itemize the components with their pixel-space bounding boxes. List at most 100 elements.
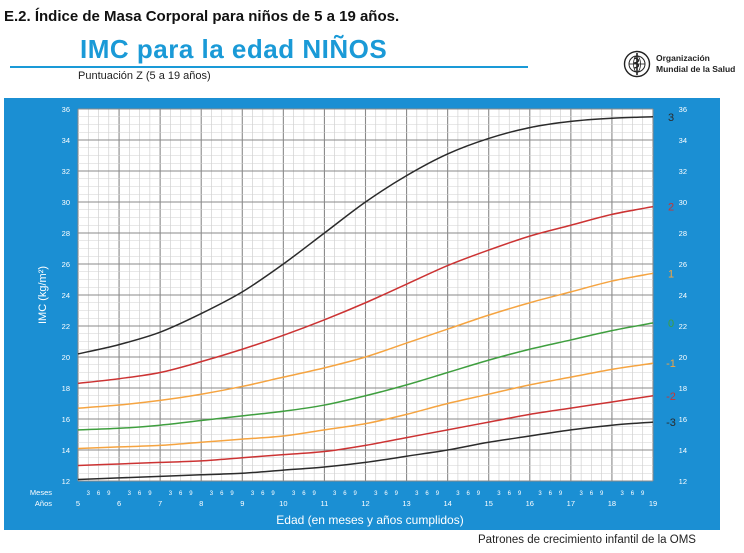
x-tick-label-month: 9 <box>107 491 111 497</box>
series-label-z-2: -2 <box>666 391 676 403</box>
x-tick-label-month: 6 <box>384 491 388 497</box>
organization-name: Organización Mundial de la Salud <box>656 53 735 75</box>
x-tick-label-year: 9 <box>240 499 244 508</box>
y-tick-label-right: 14 <box>679 446 687 455</box>
y-tick-label-left: 30 <box>62 198 70 207</box>
series-line-z-2 <box>77 395 654 467</box>
y-tick-label-right: 18 <box>679 384 687 393</box>
x-tick-label-year: 8 <box>199 499 203 508</box>
y-tick-label-left: 28 <box>62 229 70 238</box>
x-tick-label-month: 6 <box>97 491 101 497</box>
x-tick-label-month: 9 <box>271 491 275 497</box>
y-tick-label-left: 12 <box>62 477 70 486</box>
x-tick-label-year: 14 <box>443 499 451 508</box>
years-row-label: Años <box>35 499 52 508</box>
x-tick-label-month: 9 <box>641 491 645 497</box>
x-tick-label-month: 9 <box>230 491 234 497</box>
x-tick-label-month: 6 <box>179 491 183 497</box>
series-label-z3: 3 <box>668 112 674 124</box>
series-line-z-3 <box>77 421 654 481</box>
y-tick-label-right: 34 <box>679 136 687 145</box>
y-tick-label-right: 26 <box>679 260 687 269</box>
title-rule <box>10 66 528 68</box>
y-tick-label-right: 28 <box>679 229 687 238</box>
x-tick-label-month: 3 <box>333 491 337 497</box>
series-line-z1 <box>77 272 654 409</box>
series-line-z3 <box>77 116 654 355</box>
x-tick-label-month: 3 <box>251 491 255 497</box>
y-tick-label-left: 16 <box>62 415 70 424</box>
series-label-z2: 2 <box>668 202 674 214</box>
y-tick-label-left: 20 <box>62 353 70 362</box>
x-tick-label-month: 6 <box>220 491 224 497</box>
x-tick-label-year: 6 <box>117 499 121 508</box>
grid <box>77 108 654 482</box>
x-tick-label-month: 6 <box>425 491 429 497</box>
x-tick-label-month: 9 <box>189 491 193 497</box>
y-tick-label-left: 18 <box>62 384 70 393</box>
series-label-z-1: -1 <box>666 358 676 370</box>
organization-name-line1: Organización <box>656 53 710 63</box>
page-heading: E.2. Índice de Masa Corporal para niños … <box>4 8 400 25</box>
series-lines <box>77 116 654 481</box>
x-tick-label-month: 9 <box>395 491 399 497</box>
x-tick-label-month: 3 <box>415 491 419 497</box>
series-line-z0 <box>77 322 654 431</box>
x-tick-label-year: 5 <box>76 499 80 508</box>
y-axis-label: IMC (kg/m²) <box>37 266 49 324</box>
y-tick-label-right: 32 <box>679 167 687 176</box>
y-tick-label-left: 34 <box>62 136 70 145</box>
y-tick-label-right: 30 <box>679 198 687 207</box>
series-line-z2 <box>77 205 654 385</box>
series-label-z0: 0 <box>668 318 674 330</box>
x-tick-label-year: 12 <box>361 499 369 508</box>
x-tick-label-month: 9 <box>312 491 316 497</box>
x-tick-label-month: 9 <box>600 491 604 497</box>
x-tick-label-month: 3 <box>87 491 91 497</box>
y-tick-label-right: 20 <box>679 353 687 362</box>
x-tick-label-month: 6 <box>631 491 635 497</box>
x-tick-label-year: 16 <box>526 499 534 508</box>
x-tick-label-month: 3 <box>169 491 173 497</box>
x-tick-label-month: 9 <box>148 491 152 497</box>
organization-name-line2: Mundial de la Salud <box>656 64 736 74</box>
y-tick-label-left: 24 <box>62 291 70 300</box>
x-tick-label-year: 13 <box>402 499 410 508</box>
y-tick-label-right: 12 <box>679 477 687 486</box>
x-axis-label: Edad (en meses y años cumplidos) <box>276 513 463 527</box>
series-label-z1: 1 <box>668 268 674 280</box>
x-tick-label-year: 10 <box>279 499 287 508</box>
x-tick-label-year: 19 <box>649 499 657 508</box>
months-row-label: Meses <box>30 488 52 497</box>
x-tick-label-month: 6 <box>508 491 512 497</box>
series-label-z-3: -3 <box>666 417 676 429</box>
x-tick-label-month: 6 <box>467 491 471 497</box>
x-tick-label-month: 6 <box>343 491 347 497</box>
x-tick-label-month: 9 <box>436 491 440 497</box>
y-tick-label-left: 22 <box>62 322 70 331</box>
x-tick-label-month: 9 <box>518 491 522 497</box>
y-tick-label-right: 22 <box>679 322 687 331</box>
series-line-z-1 <box>77 362 654 450</box>
x-tick-label-month: 6 <box>590 491 594 497</box>
y-tick-label-right: 16 <box>679 415 687 424</box>
y-tick-label-right: 36 <box>679 105 687 114</box>
chart-title: IMC para la edad NIÑOS <box>80 34 388 64</box>
x-tick-label-month: 6 <box>549 491 553 497</box>
x-tick-label-month: 9 <box>477 491 481 497</box>
chart-subtitle: Puntuación Z (5 a 19 años) <box>78 70 211 82</box>
x-tick-label-month: 3 <box>374 491 378 497</box>
y-tick-label-left: 36 <box>62 105 70 114</box>
x-tick-label-month: 6 <box>138 491 142 497</box>
y-tick-label-right: 24 <box>679 291 687 300</box>
x-tick-label-year: 7 <box>158 499 162 508</box>
who-emblem-icon <box>623 50 651 78</box>
x-tick-label-month: 9 <box>559 491 563 497</box>
x-tick-label-month: 3 <box>292 491 296 497</box>
x-tick-label-year: 15 <box>485 499 493 508</box>
x-tick-label-month: 9 <box>354 491 358 497</box>
x-tick-label-month: 3 <box>579 491 583 497</box>
y-tick-label-left: 26 <box>62 260 70 269</box>
y-tick-label-left: 14 <box>62 446 70 455</box>
